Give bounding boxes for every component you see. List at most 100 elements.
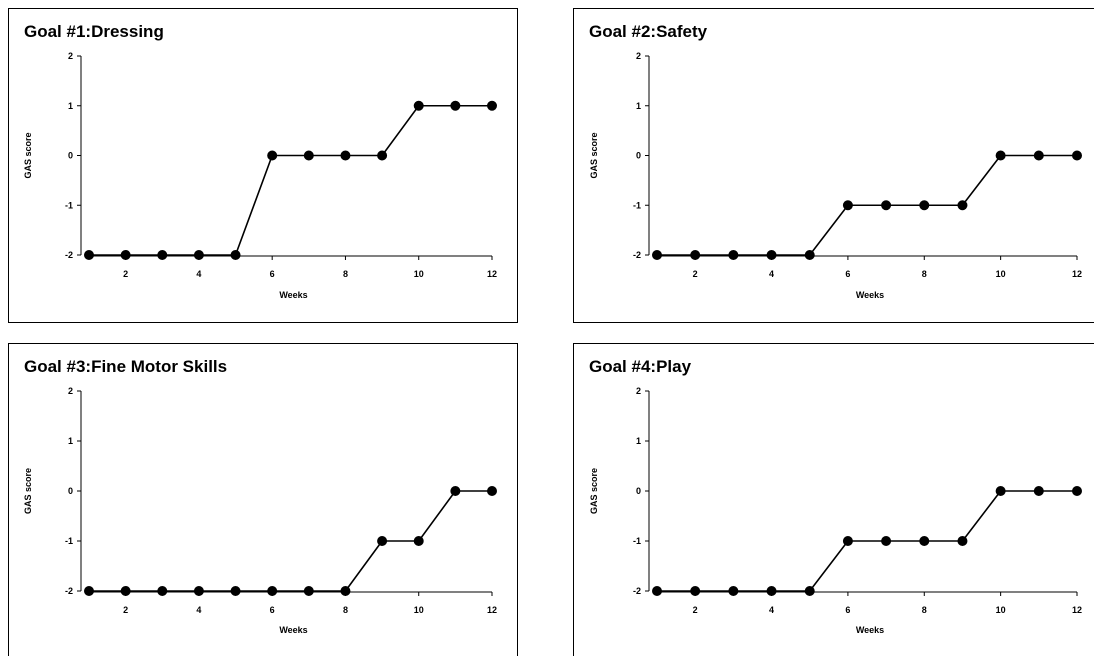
data-point (413, 536, 424, 546)
y-tick-label: 2 (636, 386, 641, 396)
data-point (120, 250, 131, 260)
data-point (919, 200, 930, 211)
data-point (652, 586, 662, 596)
y-axis-label: GAS score (589, 468, 599, 514)
x-tick-label: 4 (196, 269, 201, 279)
x-axis-label: Weeks (279, 625, 307, 635)
data-point (1033, 150, 1044, 161)
y-tick-label: -2 (633, 586, 641, 596)
x-tick-label: 4 (769, 269, 774, 279)
data-point (377, 536, 388, 546)
data-point (303, 586, 314, 596)
y-tick-label: -1 (65, 536, 73, 546)
x-axis-label: Weeks (856, 290, 884, 300)
data-point (804, 250, 815, 260)
data-point (230, 586, 241, 596)
data-point (728, 586, 739, 596)
x-tick-label: 8 (343, 605, 348, 615)
y-tick-label: 0 (68, 486, 73, 496)
x-tick-label: 12 (487, 605, 497, 615)
x-tick-label: 8 (343, 269, 348, 279)
data-point (995, 486, 1006, 496)
y-tick-label: 1 (68, 436, 73, 446)
chart-title: Goal #1:Dressing (24, 22, 164, 41)
data-point (1033, 486, 1044, 496)
data-point (957, 200, 968, 211)
data-point (193, 250, 204, 260)
data-point (1072, 486, 1082, 496)
y-tick-label: -2 (65, 250, 73, 260)
data-point (120, 586, 131, 596)
y-tick-label: 2 (68, 51, 73, 61)
data-point (230, 250, 241, 260)
chart-title: Goal #4:Play (589, 357, 692, 376)
y-tick-label: 0 (636, 151, 641, 161)
data-point (842, 200, 853, 211)
y-axis-label: GAS score (23, 468, 33, 514)
chart-title: Goal #2:Safety (589, 22, 708, 41)
data-point (84, 586, 94, 596)
x-tick-label: 6 (270, 269, 275, 279)
data-point (766, 250, 777, 260)
x-tick-label: 2 (123, 605, 128, 615)
y-tick-label: -1 (65, 200, 73, 210)
y-tick-label: 0 (636, 486, 641, 496)
y-axis-label: GAS score (23, 132, 33, 178)
x-tick-label: 2 (693, 605, 698, 615)
x-tick-label: 4 (769, 605, 774, 615)
y-tick-label: 1 (636, 101, 641, 111)
x-tick-label: 12 (487, 269, 497, 279)
x-tick-label: 6 (845, 605, 850, 615)
panel-frame (573, 8, 1094, 323)
panel-frame (8, 8, 518, 323)
data-point (881, 200, 892, 211)
data-point (1072, 150, 1082, 161)
data-point (340, 586, 351, 596)
chart-title: Goal #3:Fine Motor Skills (24, 357, 227, 376)
x-tick-label: 10 (996, 605, 1006, 615)
data-point (157, 586, 168, 596)
data-point (690, 586, 701, 596)
y-tick-label: 1 (68, 101, 73, 111)
data-point (842, 536, 853, 546)
x-tick-label: 8 (922, 605, 927, 615)
x-tick-label: 10 (996, 269, 1006, 279)
data-point (881, 536, 892, 546)
data-point (340, 150, 351, 161)
y-tick-label: -1 (633, 200, 641, 210)
data-point (267, 150, 278, 161)
data-point (919, 536, 930, 546)
data-point (487, 100, 497, 111)
x-tick-label: 2 (693, 269, 698, 279)
data-point (652, 250, 662, 260)
data-point (804, 586, 815, 596)
x-tick-label: 4 (196, 605, 201, 615)
x-tick-label: 12 (1072, 605, 1082, 615)
data-point (487, 486, 497, 496)
y-tick-label: -2 (65, 586, 73, 596)
data-point (450, 486, 461, 496)
data-point (377, 150, 388, 161)
data-point (957, 536, 968, 546)
series-line (657, 490, 1077, 592)
y-tick-label: 2 (68, 386, 73, 396)
y-tick-label: -2 (633, 250, 641, 260)
data-point (450, 100, 461, 111)
y-tick-label: -1 (633, 536, 641, 546)
data-point (766, 586, 777, 596)
data-point (413, 100, 424, 111)
x-tick-label: 8 (922, 269, 927, 279)
y-tick-label: 0 (68, 151, 73, 161)
y-tick-label: 1 (636, 436, 641, 446)
y-tick-label: 2 (636, 51, 641, 61)
data-point (267, 586, 278, 596)
x-tick-label: 6 (270, 605, 275, 615)
panel-frame (573, 343, 1094, 656)
data-point (84, 250, 94, 260)
data-point (690, 250, 701, 260)
